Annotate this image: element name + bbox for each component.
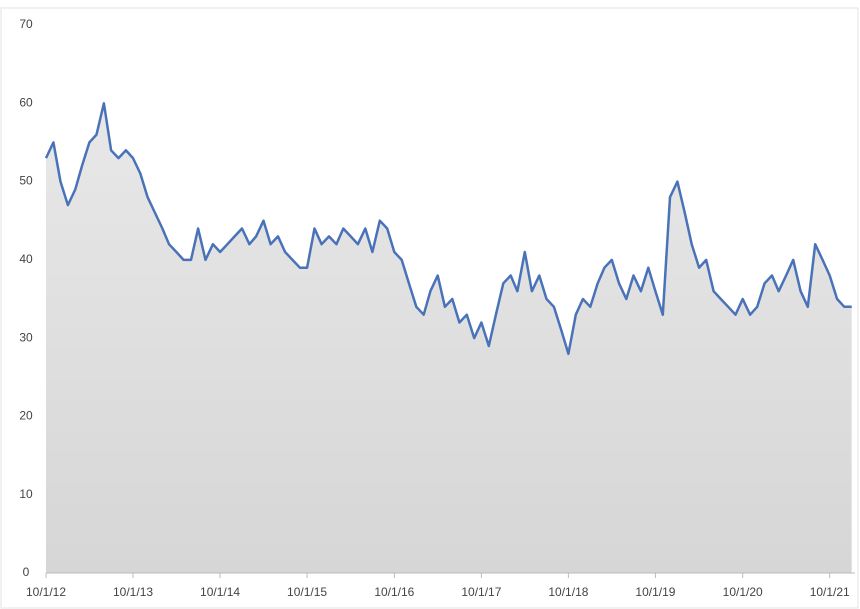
y-tick-label: 40: [19, 252, 33, 266]
y-tick-label: 30: [19, 330, 33, 344]
line: [44, 102, 852, 356]
y-tick-label: 70: [19, 17, 33, 31]
y-tick-label: 60: [19, 95, 33, 109]
x-tick-label: 10/1/13: [113, 585, 153, 599]
y-tick-label: 50: [19, 174, 33, 188]
y-tick-label: 10: [19, 487, 33, 501]
x-tick-label: 10/1/15: [287, 585, 327, 599]
x-tick-label: 10/1/21: [810, 585, 850, 599]
x-tick-label: 10/1/14: [200, 585, 240, 599]
x-tick-label: 10/1/16: [374, 585, 414, 599]
area-fill: [46, 103, 852, 574]
x-tick-label: 10/1/18: [548, 585, 588, 599]
x-tick-label: 10/1/17: [461, 585, 501, 599]
y-tick-label: 0: [23, 565, 30, 579]
x-tick-label: 10/1/19: [635, 585, 675, 599]
x-tick-label: 10/1/20: [723, 585, 763, 599]
x-tick-label: 10/1/12: [26, 585, 66, 599]
y-tick-label: 20: [19, 409, 33, 423]
